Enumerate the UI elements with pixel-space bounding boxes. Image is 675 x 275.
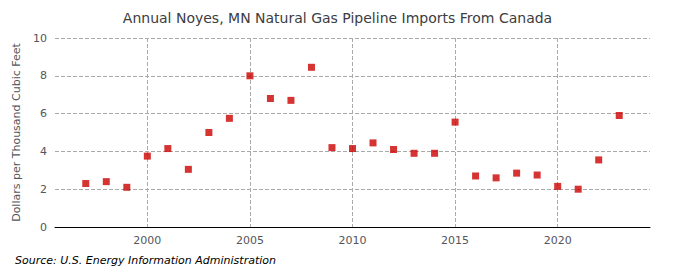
svg-text:Annual Noyes, MN Natural Gas P: Annual Noyes, MN Natural Gas Pipeline Im…	[123, 10, 552, 26]
svg-text:2005: 2005	[236, 234, 264, 247]
svg-text:8: 8	[40, 69, 47, 82]
svg-text:10: 10	[33, 32, 47, 45]
svg-text:6: 6	[40, 107, 47, 120]
svg-text:Source: U.S. Energy Informatio: Source: U.S. Energy Information Administ…	[15, 254, 276, 267]
svg-text:2020: 2020	[544, 234, 572, 247]
svg-text:2015: 2015	[441, 234, 469, 247]
svg-text:Dollars per Thousand Cubic Fee: Dollars per Thousand Cubic Feet	[10, 42, 23, 221]
svg-text:2000: 2000	[133, 234, 161, 247]
svg-text:2010: 2010	[339, 234, 367, 247]
svg-text:0: 0	[40, 221, 47, 234]
svg-text:2: 2	[40, 183, 47, 196]
svg-text:4: 4	[40, 145, 47, 158]
